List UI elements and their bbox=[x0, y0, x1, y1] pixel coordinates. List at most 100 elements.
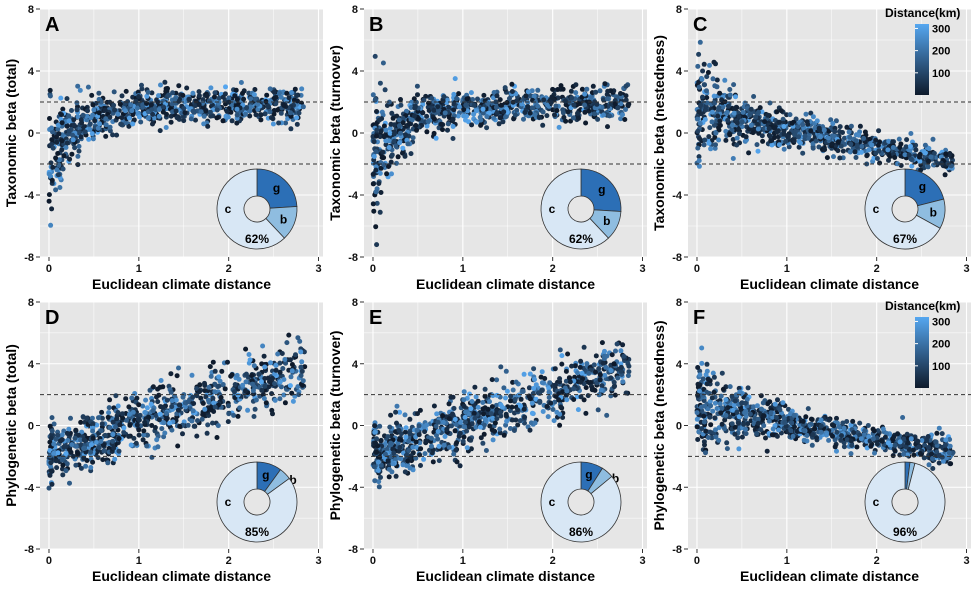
data-point bbox=[479, 435, 484, 440]
data-point bbox=[695, 129, 700, 134]
data-point bbox=[394, 161, 399, 166]
data-point bbox=[500, 405, 505, 410]
data-point bbox=[406, 448, 411, 453]
data-point bbox=[96, 415, 101, 420]
data-point bbox=[722, 78, 727, 83]
data-point bbox=[216, 374, 221, 379]
data-point bbox=[604, 413, 609, 418]
data-point bbox=[522, 415, 527, 420]
data-point bbox=[90, 429, 95, 434]
data-point bbox=[161, 405, 166, 410]
data-point bbox=[461, 107, 466, 112]
data-point bbox=[426, 101, 431, 106]
data-point bbox=[705, 100, 710, 105]
data-point bbox=[723, 138, 728, 143]
data-point bbox=[226, 419, 231, 424]
data-point bbox=[284, 91, 289, 96]
data-point bbox=[373, 168, 378, 173]
data-point bbox=[187, 97, 192, 102]
data-point bbox=[706, 435, 711, 440]
data-point bbox=[717, 91, 722, 96]
data-point bbox=[180, 431, 185, 436]
data-point bbox=[437, 458, 442, 463]
data-point bbox=[549, 95, 554, 100]
data-point bbox=[607, 113, 612, 118]
data-point bbox=[176, 83, 181, 88]
data-point bbox=[522, 110, 527, 115]
x-axis-label: Euclidean climate distance bbox=[92, 568, 271, 584]
data-point bbox=[99, 410, 104, 415]
data-point bbox=[756, 110, 761, 115]
data-point bbox=[931, 137, 936, 142]
data-point bbox=[702, 62, 707, 67]
data-point bbox=[584, 87, 589, 92]
data-point bbox=[85, 108, 90, 113]
data-point bbox=[150, 112, 155, 117]
data-point bbox=[383, 87, 388, 92]
data-point bbox=[472, 385, 477, 390]
data-point bbox=[578, 365, 583, 370]
data-point bbox=[540, 369, 545, 374]
x-tick-label: 1 bbox=[460, 263, 466, 275]
data-point bbox=[586, 109, 591, 114]
data-point bbox=[103, 116, 108, 121]
data-point bbox=[91, 436, 96, 441]
data-point bbox=[439, 122, 444, 127]
data-point bbox=[856, 133, 861, 138]
data-point bbox=[486, 407, 491, 412]
data-point bbox=[186, 423, 191, 428]
data-point bbox=[392, 131, 397, 136]
data-point bbox=[822, 128, 827, 133]
data-point bbox=[461, 114, 466, 119]
data-point bbox=[934, 431, 939, 436]
data-point bbox=[273, 398, 278, 403]
data-point bbox=[56, 450, 61, 455]
data-point bbox=[158, 385, 163, 390]
data-point bbox=[195, 418, 200, 423]
data-point bbox=[732, 106, 737, 111]
y-tick-label: -4 bbox=[348, 190, 359, 202]
data-point bbox=[214, 115, 219, 120]
data-point bbox=[241, 97, 246, 102]
data-point bbox=[710, 110, 715, 115]
data-point bbox=[53, 187, 58, 192]
data-point bbox=[602, 349, 607, 354]
data-point bbox=[832, 129, 837, 134]
data-point bbox=[219, 395, 224, 400]
data-point bbox=[461, 397, 466, 402]
data-point bbox=[66, 427, 71, 432]
data-point bbox=[735, 120, 740, 125]
y-tick-label: 4 bbox=[352, 66, 359, 78]
data-point bbox=[526, 89, 531, 94]
data-point bbox=[70, 133, 75, 138]
data-point bbox=[582, 345, 587, 350]
data-point bbox=[737, 131, 742, 136]
data-point bbox=[289, 374, 294, 379]
data-point bbox=[490, 393, 495, 398]
data-point bbox=[571, 103, 576, 108]
data-point bbox=[127, 116, 132, 121]
data-point bbox=[54, 437, 59, 442]
data-point bbox=[767, 126, 772, 131]
data-point bbox=[435, 104, 440, 109]
data-point bbox=[483, 387, 488, 392]
data-point bbox=[48, 88, 53, 93]
data-point bbox=[405, 459, 410, 464]
data-point bbox=[436, 420, 441, 425]
data-point bbox=[463, 420, 468, 425]
data-point bbox=[515, 407, 520, 412]
data-point bbox=[266, 104, 271, 109]
data-point bbox=[415, 411, 420, 416]
data-point bbox=[374, 450, 379, 455]
data-point bbox=[149, 102, 154, 107]
data-point bbox=[388, 131, 393, 136]
data-point bbox=[190, 91, 195, 96]
data-point bbox=[123, 108, 128, 113]
data-point bbox=[490, 404, 495, 409]
data-point bbox=[138, 120, 143, 125]
data-point bbox=[154, 437, 159, 442]
data-point bbox=[217, 96, 222, 101]
data-point bbox=[620, 379, 625, 384]
